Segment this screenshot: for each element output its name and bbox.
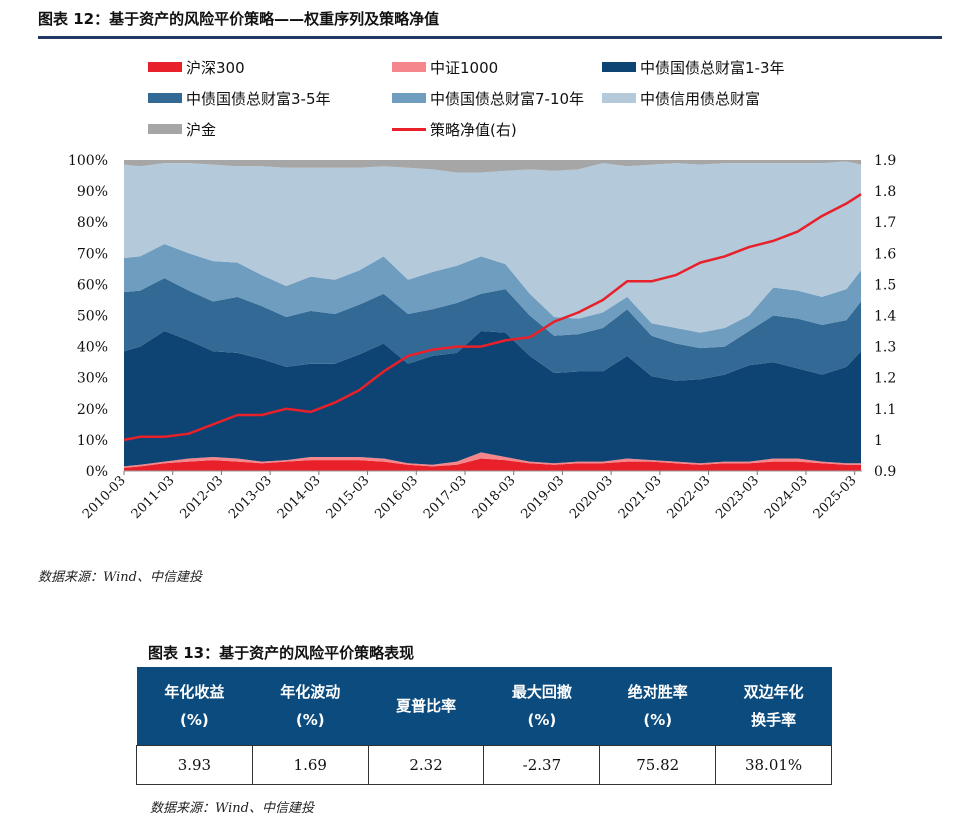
- table-cell: 38.01%: [715, 745, 832, 785]
- legend-swatch: [392, 128, 426, 131]
- x-tick-label: 2017-03: [421, 473, 470, 522]
- table-cell: -2.37: [483, 745, 601, 785]
- right-tick-label: 1: [874, 433, 883, 449]
- header-line1: 双边年化: [743, 683, 804, 701]
- figure12-source: 数据来源：Wind、中信建投: [38, 570, 202, 585]
- x-tick-label: 2014-03: [275, 473, 324, 522]
- area-series: [124, 161, 862, 333]
- x-tick-label: 2012-03: [177, 473, 226, 522]
- area-series: [124, 278, 862, 381]
- header-line1: 年化波动: [280, 683, 341, 701]
- legend-swatch: [148, 93, 182, 103]
- left-tick-label: 100%: [68, 153, 108, 169]
- nav-line: [123, 193, 862, 442]
- right-tick-label: 1.6: [874, 246, 896, 262]
- header-line2: (%): [180, 711, 209, 729]
- header-win-rate: 绝对胜率 (%): [599, 667, 716, 746]
- header-line2: 换手率: [751, 711, 797, 729]
- right-tick-label: 1.2: [874, 371, 896, 387]
- header-line2: (%): [295, 711, 325, 729]
- legend-label: 沪金: [186, 121, 216, 139]
- right-tick-label: 0.9: [874, 464, 896, 480]
- left-tick-label: 0%: [86, 464, 108, 480]
- figure12-title: 图表 12：基于资产的风险平价策略——权重序列及策略净值: [38, 10, 440, 28]
- x-tick-label: 2021-03: [616, 473, 665, 522]
- header-sharpe-ratio: 夏普比率: [368, 667, 484, 746]
- legend-swatch: [392, 93, 426, 103]
- x-tick-label: 2016-03: [372, 473, 421, 522]
- header-annual-return: 年化收益 (%): [136, 667, 253, 746]
- legend-label: 沪深300: [186, 59, 245, 77]
- left-tick-label: 40%: [77, 340, 108, 356]
- right-tick-label: 1.7: [874, 215, 896, 231]
- header-line1: 绝对胜率: [627, 683, 688, 701]
- left-tick-label: 60%: [77, 277, 108, 293]
- x-tick-label: 2013-03: [226, 473, 275, 522]
- header-line1: 最大回撤: [511, 683, 572, 701]
- left-tick-label: 10%: [77, 433, 108, 449]
- table-cell: 75.82: [599, 745, 717, 785]
- left-tick-label: 50%: [77, 309, 108, 325]
- title-divider: [38, 36, 942, 39]
- legend-swatch: [602, 93, 636, 103]
- area-series: [124, 331, 862, 467]
- left-tick-label: 30%: [77, 371, 108, 387]
- header-line1: 夏普比率: [396, 697, 457, 715]
- header-line2: (%): [527, 711, 557, 729]
- performance-table: 年化收益 (%) 年化波动 (%) 夏普比率 最大回撤 (%) 绝对胜率 (%)…: [136, 667, 832, 785]
- legend-label: 策略净值(右): [430, 121, 517, 139]
- x-tick-label: 2010-03: [80, 473, 129, 522]
- left-tick-label: 80%: [77, 215, 108, 231]
- right-tick-label: 1.4: [874, 309, 896, 325]
- figure13-title: 图表 13：基于资产的风险平价策略表现: [148, 644, 415, 662]
- legend-label: 中证1000: [430, 59, 498, 77]
- x-tick-label: 2022-03: [665, 473, 714, 522]
- left-tick-label: 20%: [77, 402, 108, 418]
- table-cell: 2.32: [367, 745, 485, 785]
- right-tick-label: 1.5: [874, 277, 896, 293]
- table-cell: 1.69: [251, 745, 369, 785]
- legend-swatch: [392, 62, 426, 72]
- table-row: 3.93 1.69 2.32 -2.37 75.82 38.01%: [136, 745, 832, 785]
- table-header-row: 年化收益 (%) 年化波动 (%) 夏普比率 最大回撤 (%) 绝对胜率 (%)…: [136, 667, 832, 746]
- x-tick-label: 2015-03: [324, 473, 373, 522]
- header-line1: 年化收益: [164, 683, 225, 701]
- right-tick-label: 1.9: [874, 153, 896, 169]
- area-series: [124, 243, 862, 349]
- area-series: [124, 458, 862, 471]
- header-line2: (%): [643, 711, 673, 729]
- header-turnover: 双边年化 换手率: [715, 667, 832, 746]
- x-tick-label: 2024-03: [762, 473, 811, 522]
- x-tick-label: 2025-03: [811, 473, 860, 522]
- figure13-source: 数据来源：Wind、中信建投: [150, 801, 314, 816]
- right-tick-label: 1.3: [874, 340, 896, 356]
- legend-swatch: [148, 62, 182, 72]
- right-tick-label: 1.8: [874, 184, 896, 200]
- left-tick-label: 70%: [77, 246, 108, 262]
- area-series: [124, 160, 862, 173]
- header-annual-volatility: 年化波动 (%): [252, 667, 369, 746]
- x-tick-label: 2020-03: [567, 473, 616, 522]
- x-tick-label: 2018-03: [470, 473, 519, 522]
- right-tick-label: 1.1: [874, 402, 896, 418]
- area-series: [124, 452, 862, 468]
- x-tick-label: 2019-03: [518, 473, 567, 522]
- table-cell: 3.93: [136, 745, 253, 785]
- x-tick-label: 2011-03: [129, 473, 178, 522]
- x-tick-label: 2023-03: [713, 473, 762, 522]
- legend-label: 中债国债总财富3-5年: [186, 90, 331, 108]
- left-tick-label: 90%: [77, 184, 108, 200]
- header-max-drawdown: 最大回撤 (%): [483, 667, 600, 746]
- legend-swatch: [602, 62, 636, 72]
- legend-label: 中债国债总财富1-3年: [640, 59, 785, 77]
- legend-swatch: [148, 124, 182, 134]
- legend-label: 中债信用债总财富: [640, 90, 760, 108]
- legend-label: 中债国债总财富7-10年: [430, 90, 584, 108]
